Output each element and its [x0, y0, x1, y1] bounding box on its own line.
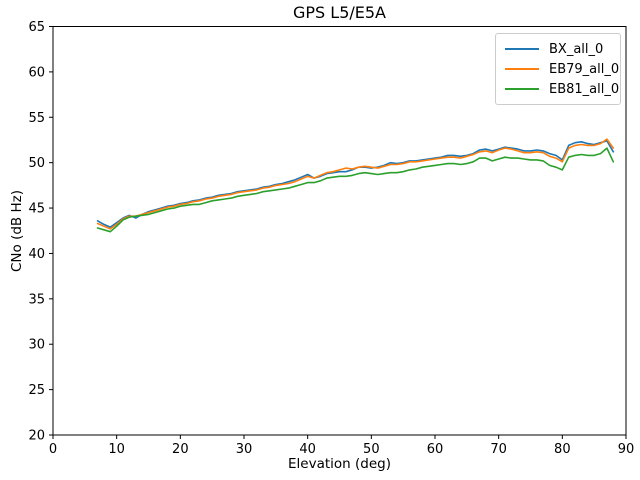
plot-border	[52, 26, 627, 436]
x-axis-tick-label: 60	[427, 442, 444, 457]
legend-line-swatch	[505, 48, 539, 50]
x-axis-tick-label: 80	[554, 442, 571, 457]
legend-line-swatch	[505, 88, 539, 90]
legend-item-eb81_all_0: EB81_all_0	[505, 79, 619, 99]
y-axis-tick-label: 35	[28, 292, 45, 307]
series-line-eb81_all_0	[96, 147, 615, 233]
y-axis-tick-label: 45	[28, 202, 45, 217]
chart-title: GPS L5/E5A	[292, 3, 386, 22]
legend-label: EB79_all_0	[549, 61, 620, 77]
x-axis-tick-label: 90	[618, 442, 635, 457]
y-axis-tick-label: 30	[28, 338, 45, 353]
legend: BX_all_0 EB79_all_0 EB81_all_0	[495, 33, 621, 105]
x-axis-tick-label: 20	[172, 442, 189, 457]
x-axis-tick-label: 0	[49, 442, 57, 457]
series-line-bx_all_0	[96, 140, 615, 228]
legend-label: BX_all_0	[549, 41, 604, 57]
y-axis-tick-label: 25	[28, 383, 45, 398]
x-axis-tick-label: 70	[490, 442, 507, 457]
legend-line-swatch	[505, 68, 539, 70]
legend-item-bx_all_0: BX_all_0	[505, 39, 611, 59]
x-axis-tick-label: 10	[108, 442, 125, 457]
legend-label: EB81_all_0	[549, 81, 620, 97]
y-axis-label: CNo (dB Hz)	[9, 190, 25, 272]
y-axis-tick-label: 50	[28, 156, 45, 171]
series-line-eb79_all_0	[96, 138, 615, 230]
y-axis-tick-label: 20	[28, 429, 45, 444]
x-axis-tick-label: 40	[299, 442, 316, 457]
legend-item-eb79_all_0: EB79_all_0	[505, 59, 619, 79]
x-axis-tick-label: 50	[363, 442, 380, 457]
x-axis-label: Elevation (deg)	[288, 456, 391, 472]
y-axis-tick-label: 60	[28, 65, 45, 80]
y-axis-tick-label: 40	[28, 247, 45, 262]
y-axis-tick-label: 65	[28, 20, 45, 35]
y-axis-tick-label: 55	[28, 111, 45, 126]
x-axis-tick-label: 30	[236, 442, 253, 457]
